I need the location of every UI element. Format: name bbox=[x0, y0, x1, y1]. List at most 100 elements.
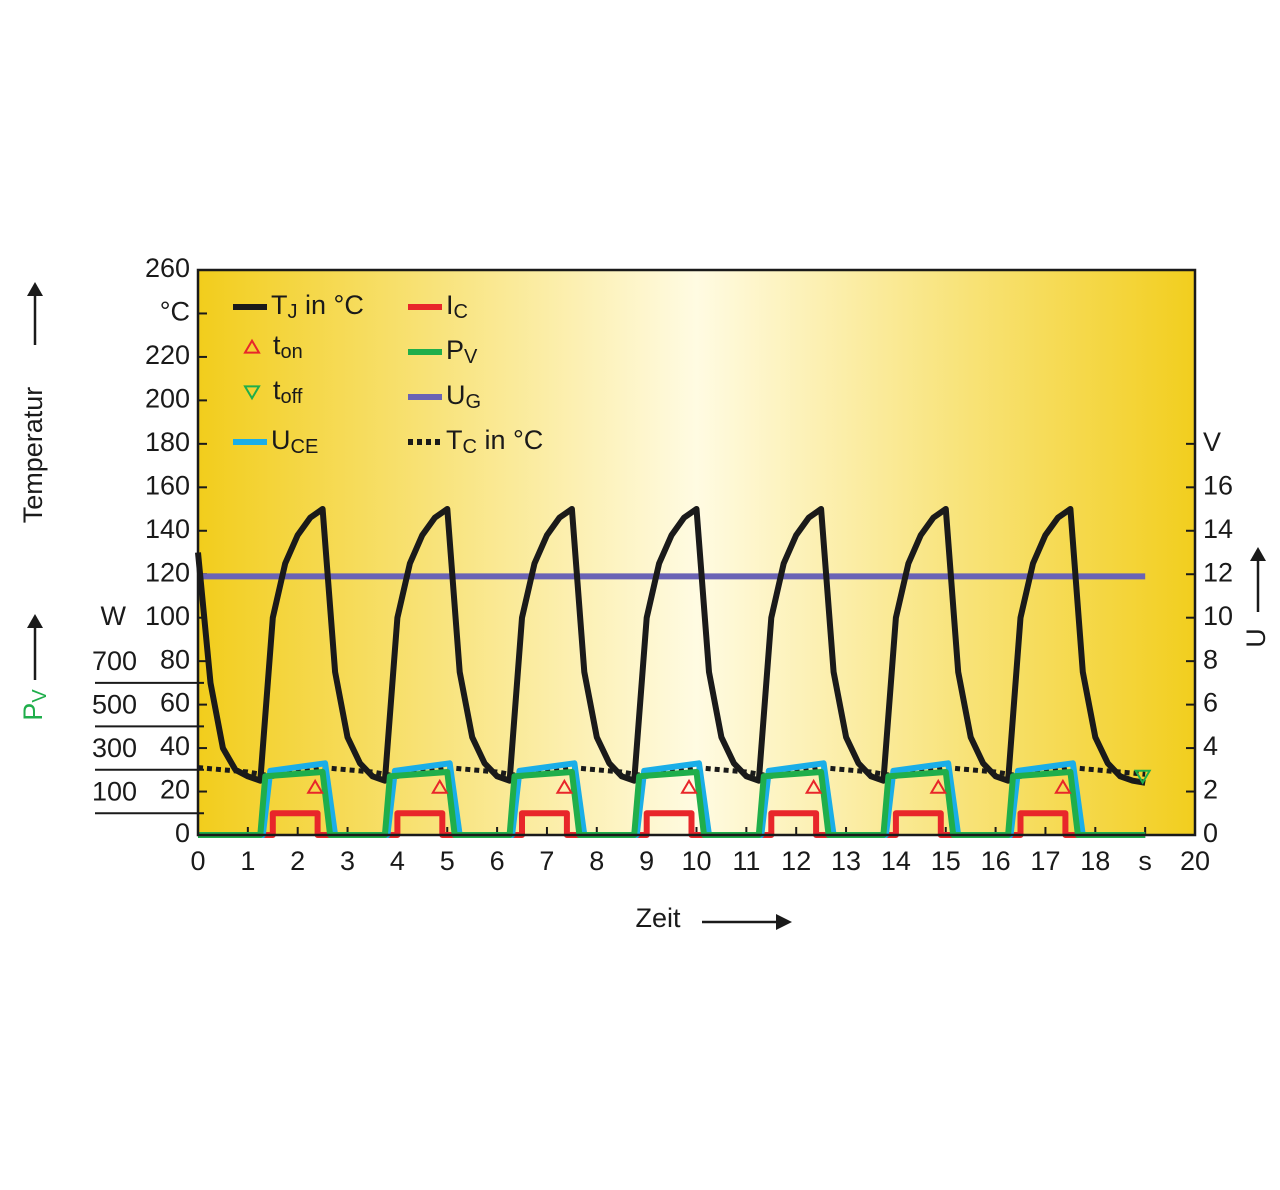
axis-arrow-head bbox=[27, 614, 43, 628]
legend-label-main: t bbox=[273, 375, 281, 405]
y3-axis-label-sub: V bbox=[29, 689, 51, 703]
legend-label-main: U bbox=[446, 380, 466, 410]
y2-tick-label: 2 bbox=[1203, 775, 1218, 805]
y-tick-label: 180 bbox=[145, 427, 190, 457]
event-marker bbox=[1054, 778, 1072, 794]
y-tick-label: 60 bbox=[160, 688, 190, 718]
legend-label: ton bbox=[273, 330, 303, 363]
event-marker bbox=[680, 778, 698, 794]
legend-label-main: T bbox=[446, 425, 463, 455]
legend-label-main: U bbox=[271, 425, 291, 455]
y2-tick-label: 14 bbox=[1203, 514, 1233, 544]
y-tick-label: 120 bbox=[145, 557, 190, 587]
axis-arrow-head bbox=[27, 282, 43, 296]
y-tick-label: 140 bbox=[145, 514, 190, 544]
legend-marker bbox=[243, 385, 261, 401]
legend-label-sub: V bbox=[464, 346, 478, 368]
y-tick-label: °C bbox=[160, 297, 190, 327]
y3-tick-label: 100 bbox=[92, 776, 137, 806]
x-tick-label: 15 bbox=[931, 846, 961, 876]
legend-label: IC bbox=[446, 290, 468, 323]
x-tick-label: 10 bbox=[681, 846, 711, 876]
legend-label: toff bbox=[273, 375, 303, 408]
y2-tick-label: 6 bbox=[1203, 688, 1218, 718]
legend-label: UG bbox=[446, 380, 481, 413]
x-axis-label: Zeit bbox=[635, 903, 681, 933]
legend-label-sub: C bbox=[463, 436, 477, 458]
legend-label: TJ in °C bbox=[271, 290, 364, 323]
legend-label: UCE bbox=[271, 425, 318, 458]
legend-label-main: t bbox=[273, 330, 281, 360]
y-tick-label: 200 bbox=[145, 384, 190, 414]
axis-arrow-head bbox=[1250, 547, 1266, 561]
x-tick-label: 6 bbox=[490, 846, 505, 876]
event-marker bbox=[306, 778, 324, 794]
y2-axis-label: U bbox=[1241, 628, 1271, 648]
y2-tick-label: 10 bbox=[1203, 601, 1233, 631]
y-tick-label: 80 bbox=[160, 644, 190, 674]
plot-frame bbox=[196, 268, 1197, 837]
y-tick-label: 40 bbox=[160, 731, 190, 761]
x-tick-label: 2 bbox=[290, 846, 305, 876]
legend-label-sub: on bbox=[281, 341, 303, 363]
legend-label: PV bbox=[446, 335, 478, 368]
x-tick-label: 17 bbox=[1030, 846, 1060, 876]
y3-tick-label: 300 bbox=[92, 733, 137, 763]
legend-label-suffix: in °C bbox=[477, 425, 543, 455]
x-tick-label: 20 bbox=[1180, 846, 1210, 876]
x-tick-label: 3 bbox=[340, 846, 355, 876]
x-tick-label: 11 bbox=[732, 846, 760, 876]
legend-label-sub: J bbox=[288, 301, 298, 323]
x-tick-label: s bbox=[1138, 846, 1152, 876]
x-tick-label: 0 bbox=[190, 846, 205, 876]
y-tick-label: 0 bbox=[175, 818, 190, 848]
y2-tick-label: 12 bbox=[1203, 557, 1233, 587]
event-marker bbox=[804, 778, 823, 794]
y2-tick-label: 4 bbox=[1203, 731, 1218, 761]
y-tick-label: 20 bbox=[160, 775, 190, 805]
x-tick-label: 14 bbox=[881, 846, 911, 876]
y3-tick-label: W bbox=[101, 601, 127, 631]
y2-tick-label: 8 bbox=[1203, 644, 1218, 674]
y2-tick-label: V bbox=[1203, 427, 1221, 457]
x-tick-label: 13 bbox=[831, 846, 861, 876]
x-tick-label: 7 bbox=[539, 846, 554, 876]
x-tick-label: 4 bbox=[390, 846, 405, 876]
legend-label-main: P bbox=[446, 335, 464, 365]
y3-axis-label-main: P bbox=[18, 703, 48, 721]
y-tick-label: 220 bbox=[145, 340, 190, 370]
legend-marker bbox=[243, 338, 261, 354]
event-marker bbox=[555, 778, 574, 794]
y-tick-label: 260 bbox=[145, 253, 190, 283]
plot-background bbox=[198, 270, 1195, 835]
legend-label-main: I bbox=[446, 290, 454, 320]
legend-label: TC in °C bbox=[446, 425, 543, 458]
y-tick-label: 100 bbox=[145, 601, 190, 631]
legend-label-main: T bbox=[271, 290, 288, 320]
event-marker bbox=[431, 778, 449, 794]
y-tick-label: 160 bbox=[145, 470, 190, 500]
x-tick-label: 16 bbox=[981, 846, 1011, 876]
y3-axis-label: PV bbox=[18, 689, 51, 721]
x-tick-label: 9 bbox=[639, 846, 654, 876]
x-tick-label: 18 bbox=[1080, 846, 1110, 876]
y2-tick-label: 16 bbox=[1203, 470, 1233, 500]
axis-arrow-head bbox=[776, 914, 792, 930]
x-tick-label: 5 bbox=[440, 846, 455, 876]
legend-label-sub: C bbox=[454, 301, 468, 323]
x-tick-label: 8 bbox=[589, 846, 604, 876]
legend-label-suffix: in °C bbox=[298, 290, 364, 320]
event-marker bbox=[1133, 769, 1152, 785]
legend-label-sub: G bbox=[466, 391, 482, 413]
y3-tick-label: 500 bbox=[92, 689, 137, 719]
series-line bbox=[195, 506, 1146, 786]
y3-tick-label: 700 bbox=[92, 646, 137, 676]
event-marker bbox=[929, 778, 948, 794]
y2-tick-label: 0 bbox=[1203, 818, 1218, 848]
y-axis-label: Temperatur bbox=[18, 387, 48, 524]
legend-label-sub: off bbox=[281, 386, 303, 408]
legend-label-sub: CE bbox=[291, 436, 319, 458]
x-tick-label: 1 bbox=[240, 846, 255, 876]
x-tick-label: 12 bbox=[781, 846, 811, 876]
